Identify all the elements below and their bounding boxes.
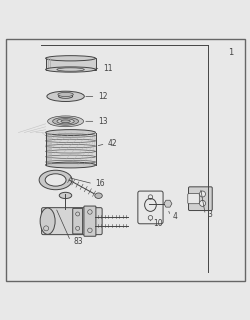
Polygon shape [163, 200, 171, 207]
Text: 83: 83 [73, 236, 83, 246]
FancyBboxPatch shape [72, 208, 82, 234]
Ellipse shape [40, 208, 55, 234]
Circle shape [199, 200, 205, 206]
Ellipse shape [46, 56, 95, 61]
Ellipse shape [94, 193, 102, 198]
FancyBboxPatch shape [188, 187, 212, 211]
Polygon shape [46, 58, 95, 69]
FancyBboxPatch shape [187, 194, 198, 204]
Ellipse shape [57, 119, 74, 124]
Text: 1: 1 [227, 48, 232, 57]
Text: 42: 42 [108, 139, 117, 148]
Ellipse shape [46, 130, 95, 135]
Text: 4: 4 [172, 212, 177, 221]
Text: 13: 13 [98, 117, 107, 126]
Text: 12: 12 [98, 92, 107, 101]
Ellipse shape [61, 120, 70, 123]
Text: 11: 11 [102, 64, 112, 73]
Ellipse shape [45, 174, 66, 186]
Text: 3: 3 [207, 211, 212, 220]
FancyBboxPatch shape [84, 206, 96, 236]
Ellipse shape [46, 162, 95, 168]
Ellipse shape [46, 67, 95, 72]
Ellipse shape [39, 170, 72, 190]
Text: 10: 10 [152, 219, 162, 228]
Polygon shape [46, 132, 95, 165]
Ellipse shape [52, 117, 78, 125]
Circle shape [199, 191, 205, 197]
Text: 16: 16 [95, 179, 105, 188]
Ellipse shape [59, 192, 72, 199]
FancyBboxPatch shape [42, 208, 102, 235]
Ellipse shape [58, 92, 73, 97]
Ellipse shape [48, 116, 83, 127]
Ellipse shape [47, 91, 84, 101]
Polygon shape [46, 132, 52, 165]
Ellipse shape [58, 94, 72, 98]
